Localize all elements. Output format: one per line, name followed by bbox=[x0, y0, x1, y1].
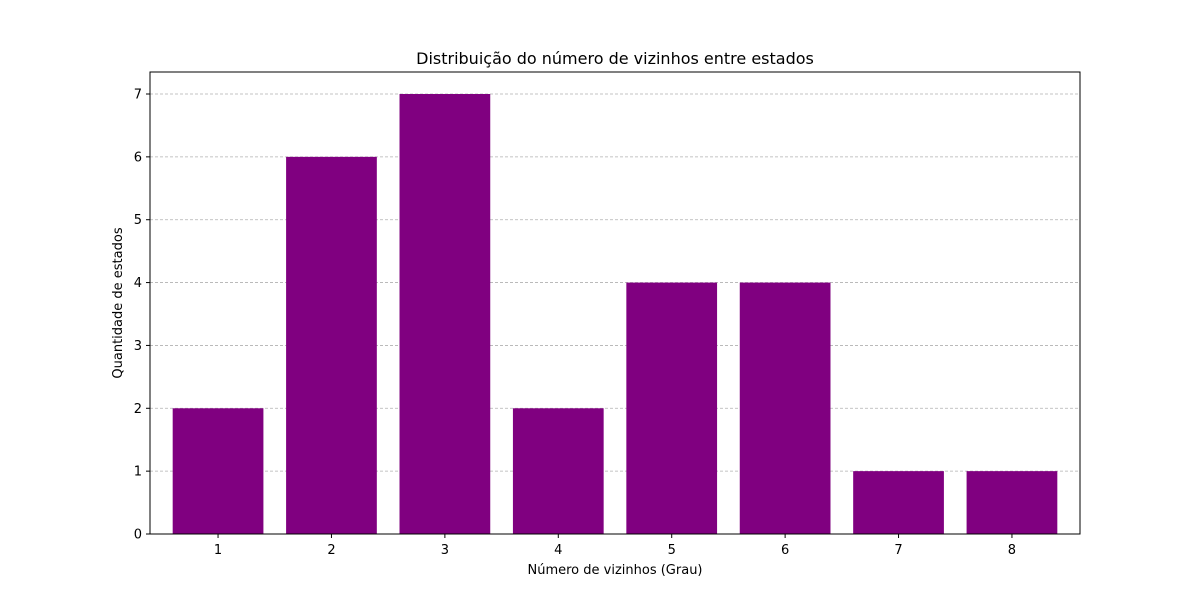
bar bbox=[512, 408, 604, 534]
y-tick-layer: 0 1 2 3 4 5 6 7 bbox=[134, 88, 150, 543]
x-tick-label: 2 bbox=[327, 543, 335, 558]
y-tick-label: 3 bbox=[134, 339, 142, 354]
y-tick-label: 1 bbox=[134, 465, 142, 480]
y-tick-label: 2 bbox=[134, 402, 142, 417]
x-tick-label: 1 bbox=[214, 543, 222, 558]
y-tick-label: 6 bbox=[134, 150, 142, 165]
y-tick-label: 4 bbox=[134, 276, 142, 291]
x-tick-layer: 1 2 3 4 5 6 7 8 bbox=[214, 534, 1016, 558]
chart-title: Distribuição do número de vizinhos entre… bbox=[416, 49, 814, 68]
bar bbox=[172, 408, 264, 534]
bar bbox=[966, 471, 1058, 534]
x-tick-label: 4 bbox=[554, 543, 562, 558]
x-tick-label: 7 bbox=[894, 543, 902, 558]
plot-frame bbox=[149, 71, 1081, 535]
bar bbox=[626, 282, 718, 534]
x-tick-label: 8 bbox=[1008, 543, 1016, 558]
y-axis-label: Quantidade de estados bbox=[111, 227, 126, 378]
y-tick-label: 7 bbox=[134, 88, 142, 103]
bar bbox=[399, 94, 491, 534]
x-tick-label: 6 bbox=[781, 543, 789, 558]
y-tick-label: 0 bbox=[134, 528, 142, 543]
x-axis-label: Número de vizinhos (Grau) bbox=[528, 563, 703, 578]
x-tick-label: 5 bbox=[668, 543, 676, 558]
y-tick-label: 5 bbox=[134, 213, 142, 228]
bar bbox=[286, 156, 377, 534]
x-tick-label: 3 bbox=[441, 543, 449, 558]
bar bbox=[739, 282, 831, 534]
bar-layer bbox=[172, 94, 1058, 534]
bar bbox=[853, 471, 944, 534]
